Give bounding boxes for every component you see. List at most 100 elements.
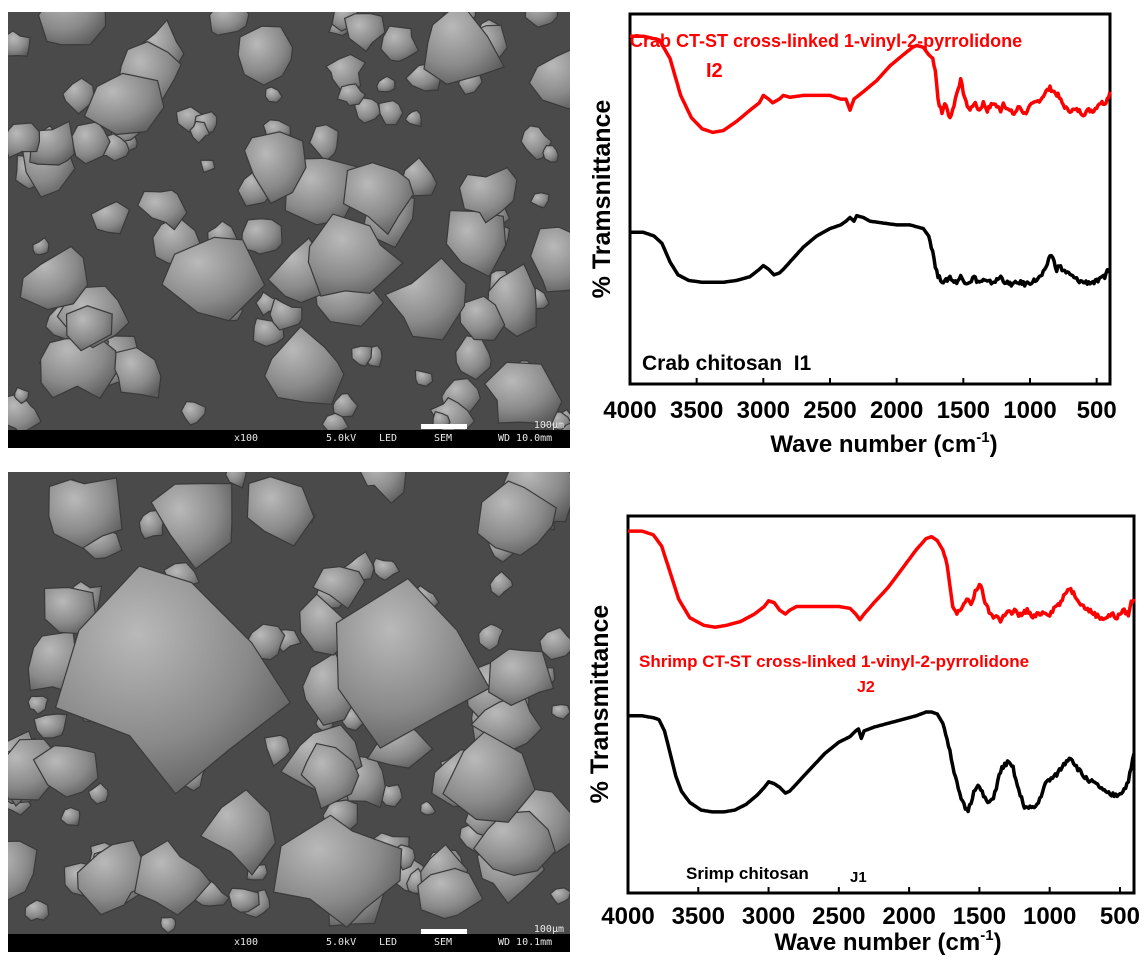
sem-particle (472, 810, 556, 877)
sem-working-distance: WD 10.0mm (498, 433, 553, 444)
sem-particle (539, 626, 570, 661)
sem-particle (161, 236, 266, 322)
sem-particle (380, 25, 420, 63)
sem-particle (8, 840, 38, 901)
sem-particle (376, 75, 396, 93)
x-axis-label-end: ) (994, 929, 1002, 956)
sem-particle (76, 839, 155, 916)
sem-particle (65, 305, 113, 352)
sem-particle (489, 570, 514, 599)
x-tick-label: 500 (1077, 397, 1117, 424)
sem-particle (225, 472, 247, 489)
x-axis-ticks: 4000 3500 3000 2500 2000 1500 1000 500 (601, 887, 1140, 930)
sem-particle (24, 899, 50, 922)
sem-micrograph-particles (8, 12, 570, 430)
sem-particle (354, 96, 382, 124)
sem-info-bar: x100 5.0kV LED SEM WD 10.1mm (8, 934, 570, 952)
sem-particle (264, 86, 284, 104)
sem-magnification: x100 (234, 433, 259, 444)
y-axis-label: % Transmittance (586, 605, 614, 804)
sem-particle (312, 565, 366, 610)
sem-particle (199, 159, 216, 174)
sem-particle (48, 477, 123, 549)
sem-particle (8, 122, 40, 159)
sem-particle (32, 745, 99, 798)
sem-particle (160, 916, 177, 934)
sem-particle (524, 12, 559, 28)
sem-particle (336, 83, 367, 107)
sem-particle (528, 49, 570, 110)
sem-particle (37, 12, 107, 46)
sem-particle (549, 887, 570, 906)
sem-particle (62, 77, 96, 115)
x-tick-label: 2500 (812, 903, 865, 930)
x-tick-label: 3500 (672, 903, 725, 930)
x-tick-label: 1000 (1003, 397, 1056, 424)
sem-particle (414, 369, 434, 387)
sem-particle (13, 386, 30, 405)
sem-particle (114, 346, 162, 399)
sem-particle (180, 400, 207, 426)
sem-particle (372, 557, 401, 581)
annotation-j2: J2 (857, 679, 875, 696)
x-axis-label: Wave number (cm-1) (774, 927, 1001, 956)
sem-particle (189, 120, 211, 144)
sem-particle (470, 694, 543, 754)
x-tick-label: 500 (1100, 903, 1140, 930)
sem-particle (342, 162, 415, 236)
annotation-i2: I2 (706, 60, 723, 82)
sem-particle (419, 800, 437, 816)
sem-scale-label: 100µm (533, 924, 564, 935)
x-axis-label-end: ) (990, 431, 998, 458)
x-axis-label-sup: -1 (980, 927, 993, 944)
sem-particle (150, 482, 233, 570)
sem-particle (332, 392, 359, 418)
sem-particle (228, 887, 260, 913)
x-tick-label: 1500 (953, 903, 1006, 930)
series-line-i1 (629, 213, 1112, 288)
sem-magnification: x100 (234, 937, 259, 948)
sem-particle (8, 30, 31, 57)
sem-particle (529, 192, 550, 209)
x-axis-label-main: Wave number (cm (774, 929, 980, 956)
sem-particle (237, 25, 294, 86)
sem-particle (384, 257, 467, 341)
sem-particle (263, 734, 291, 768)
sem-particle (442, 731, 536, 823)
sem-particle (272, 814, 403, 929)
sem-particle (27, 695, 49, 716)
sem-particle (87, 782, 109, 805)
sem-particle (343, 12, 386, 53)
x-axis-ticks: 4000 3500 3000 2500 2000 1500 1000 500 (603, 378, 1117, 424)
sem-particle (335, 577, 491, 749)
sem-particle (240, 218, 283, 255)
sem-particle (551, 703, 570, 720)
sem-particle (243, 131, 307, 205)
annotation-j1: J1 (850, 869, 867, 886)
sem-particle (423, 12, 505, 85)
sem-particle (529, 226, 570, 293)
x-tick-label: 3000 (742, 903, 795, 930)
sem-particle (404, 109, 422, 128)
plot-frame (628, 12, 1112, 386)
sem-voltage: 5.0kV (326, 937, 357, 948)
annotation-crab-chitosan: Crab chitosan I1 (642, 352, 812, 375)
sem-particle (542, 144, 559, 163)
series-line-j2 (627, 529, 1136, 629)
sem-particle (307, 213, 404, 297)
x-axis-label: Wave number (cm-1) (770, 429, 997, 458)
sem-particle (359, 472, 407, 505)
sem-particle (133, 839, 212, 916)
annotation-srimp-chitosan: Srimp chitosan (686, 864, 809, 883)
sem-particle (351, 345, 373, 368)
sem-mode: SEM (434, 937, 453, 948)
sem-mode: SEM (434, 433, 453, 444)
x-tick-label: 2000 (882, 903, 935, 930)
sem-particle (488, 648, 555, 707)
sem-particle (90, 200, 131, 235)
sem-particle (43, 586, 98, 635)
sem-particle (378, 99, 404, 126)
sem-particle (83, 72, 165, 136)
y-axis-label: % Tramsnittance (588, 100, 616, 299)
sem-micrograph-particles (8, 472, 570, 934)
